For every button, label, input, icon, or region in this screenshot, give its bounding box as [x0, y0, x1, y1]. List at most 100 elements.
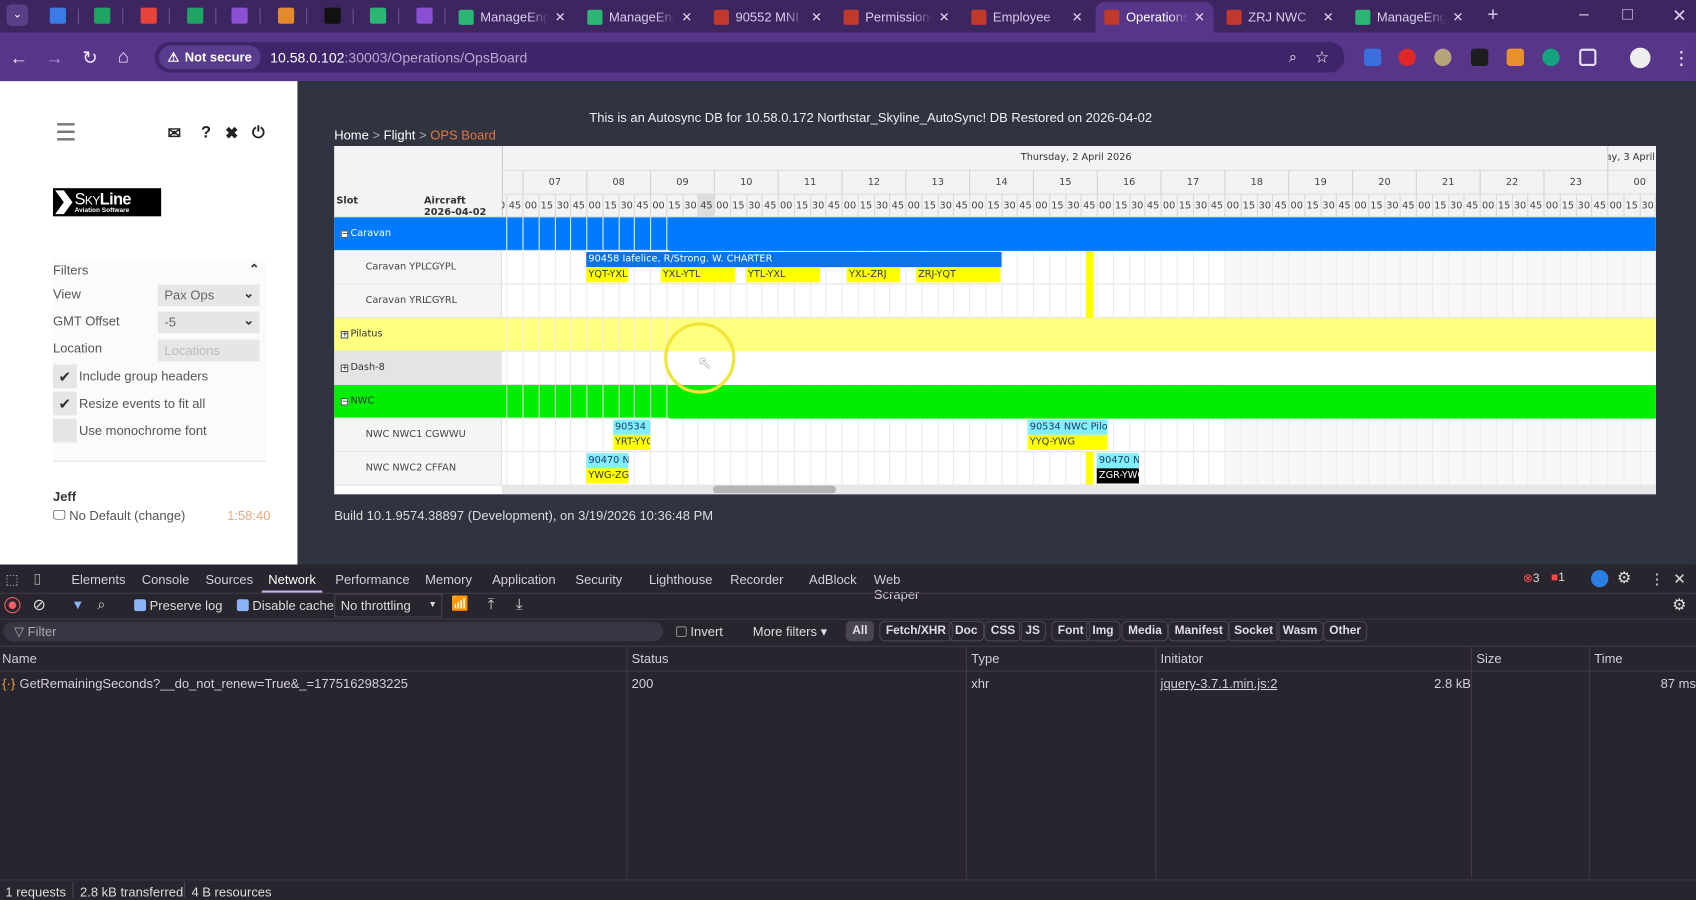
type-filter-chip[interactable]: Manifest	[1168, 620, 1230, 642]
devtools-extension-icon[interactable]	[1591, 570, 1609, 588]
station-change-link[interactable]: No Default (change)	[69, 508, 186, 524]
close-tab-icon[interactable]: ✕	[1071, 9, 1083, 25]
horizontal-scrollbar[interactable]	[501, 484, 1656, 495]
checkbox[interactable]	[52, 418, 77, 443]
flight-event[interactable]: 90458 Iafelice, R/Strong. W. CHARTER	[586, 252, 1002, 268]
close-tab-icon[interactable]: ✕	[938, 9, 950, 25]
flight-leg[interactable]: YRT-YYQ	[612, 434, 651, 450]
power-icon[interactable]: ⏻	[252, 123, 265, 142]
help-icon[interactable]: ?	[201, 123, 212, 142]
location-input[interactable]: Locations	[157, 339, 260, 362]
expand-icon[interactable]: +	[340, 329, 349, 338]
close-icon[interactable]: ✖	[224, 124, 239, 143]
column-header-initiator[interactable]: Initiator	[1160, 651, 1204, 667]
close-tab-icon[interactable]: ✕	[1452, 9, 1464, 25]
close-tab-icon[interactable]: ✕	[811, 9, 823, 25]
flight-leg[interactable]: YXL-ZRJ	[846, 267, 900, 283]
devtools-tab-elements[interactable]: Elements	[71, 572, 126, 588]
more-filters-dropdown[interactable]: More filters ▾	[752, 624, 828, 640]
type-filter-chip[interactable]: Other	[1322, 620, 1368, 642]
collapse-icon[interactable]: −	[340, 396, 349, 406]
type-filter-chip[interactable]: Socket	[1227, 620, 1280, 642]
grammarly-icon[interactable]	[1542, 48, 1560, 66]
app-icon[interactable]	[140, 7, 157, 24]
initiator-link[interactable]: jquery-3.7.1.min.js:2	[1160, 675, 1278, 692]
type-filter-chip[interactable]: JS	[1018, 620, 1047, 642]
flight-event[interactable]: 90470 NWC	[1096, 453, 1140, 469]
tab-search-button[interactable]: ⌄	[6, 4, 29, 26]
devtools-tab-adblock[interactable]: AdBlock	[809, 572, 857, 588]
hamburger-menu-icon[interactable]: ☰	[55, 118, 77, 147]
devtools-tab-performance[interactable]: Performance	[335, 572, 410, 588]
warning-count-badge[interactable]: ■1	[1551, 571, 1565, 585]
new-tab-button[interactable]: +	[1487, 3, 1499, 25]
devtools-tab-console[interactable]: Console	[141, 572, 190, 588]
flight-leg[interactable]: YWG-ZGR	[586, 468, 629, 484]
group-toggle[interactable]: + Pilatus	[340, 328, 383, 340]
devtools-tab-network[interactable]: Network	[268, 572, 316, 588]
flight-event[interactable]: 90534 NWC Pilot	[612, 419, 651, 435]
browser-tab[interactable]: Operations ✕	[1095, 2, 1214, 33]
flight-event[interactable]: 90470 NWC	[586, 453, 629, 469]
preserve-log-checkbox[interactable]: Preserve log	[134, 598, 223, 613]
collapse-filters-chevron-up-icon[interactable]: ⌃	[248, 261, 260, 277]
calendar-icon[interactable]	[277, 7, 295, 24]
close-window-button[interactable]: ✕	[1672, 7, 1687, 26]
type-filter-chip[interactable]: Doc	[948, 620, 985, 642]
inspect-element-icon[interactable]: ⬚	[5, 571, 19, 588]
terminal-extension-icon[interactable]	[1470, 48, 1489, 66]
flight-leg[interactable]: YQT-YXL	[586, 267, 629, 283]
view-select[interactable]: Pax Ops ⌄	[157, 284, 260, 307]
adblock-extension-icon[interactable]	[1398, 48, 1416, 66]
type-filter-chip[interactable]: Img	[1085, 620, 1121, 642]
browser-tab[interactable]: 90552 MNI ✕	[705, 2, 830, 32]
gmt-offset-select[interactable]: -5 ⌄	[157, 311, 260, 334]
forward-button[interactable]: →	[45, 47, 64, 69]
close-tab-icon[interactable]: ✕	[1322, 9, 1334, 25]
extensions-puzzle-icon[interactable]	[1579, 48, 1597, 66]
flight-event[interactable]: 90534 NWC Pilot	[1027, 419, 1108, 435]
type-filter-chip[interactable]: CSS	[984, 620, 1022, 642]
extension-icon[interactable]	[1434, 48, 1452, 66]
browser-tab[interactable]: Permissions ✕	[835, 2, 958, 32]
devtools-more-icon[interactable]: ⋮	[1649, 570, 1665, 588]
minimize-button[interactable]: –	[1579, 5, 1589, 24]
extension-icon[interactable]	[1363, 48, 1382, 66]
group-toggle[interactable]: − Caravan	[340, 228, 392, 240]
import-har-icon[interactable]: ⤒	[487, 594, 495, 613]
group-toggle[interactable]: + Dash-8	[340, 362, 385, 374]
devtools-tab-memory[interactable]: Memory	[425, 572, 472, 588]
devtools-tab-web-scraper[interactable]: Web Scraper	[873, 572, 920, 603]
devtools-tab-lighthouse[interactable]: Lighthouse	[648, 572, 713, 588]
flight-leg[interactable]: YTL-YXL	[745, 267, 821, 283]
maximize-button[interactable]: □	[1622, 5, 1633, 24]
checkbox[interactable]: ✔	[52, 391, 77, 416]
flight-leg[interactable]: YXL-YTL	[660, 267, 736, 283]
browser-tab[interactable]: ManageEngine✕	[450, 2, 574, 32]
export-har-icon[interactable]: ⤓	[515, 594, 523, 613]
sheets-icon[interactable]	[94, 7, 111, 24]
search-icon[interactable]: ⌕	[97, 595, 106, 613]
column-header-time[interactable]: Time	[1594, 651, 1623, 667]
error-count-badge[interactable]: ⊗3	[1522, 572, 1540, 586]
url-text[interactable]: 10.58.0.102:30003/Operations/OpsBoard	[270, 49, 528, 66]
clear-icon[interactable]: ⊘	[32, 595, 47, 615]
filter-funnel-icon[interactable]: ▼	[71, 597, 85, 613]
type-filter-chip[interactable]: Fetch/XHR	[879, 620, 953, 642]
column-header-size[interactable]: Size	[1476, 651, 1502, 667]
browser-menu-button[interactable]: ⋮	[1672, 47, 1691, 69]
type-filter-chip[interactable]: All	[845, 620, 875, 642]
browser-tab[interactable]: ZRJ NWC ✕	[1218, 2, 1342, 32]
devtools-settings-gear-icon[interactable]: ⚙	[1616, 568, 1632, 588]
group-toggle[interactable]: − NWC	[340, 395, 375, 407]
site-info-button[interactable]: ⚠ Not secure	[158, 45, 261, 70]
devtools-tab-security[interactable]: Security	[575, 572, 623, 588]
device-toolbar-icon[interactable]: ▯	[33, 570, 42, 587]
breadcrumb-flight[interactable]: Flight	[383, 127, 416, 143]
visual-studio-icon[interactable]	[416, 7, 433, 24]
home-button[interactable]: ⌂	[117, 46, 130, 68]
profile-avatar[interactable]	[1629, 47, 1651, 69]
bookmark-star-icon[interactable]: ☆	[1314, 48, 1330, 68]
flight-leg[interactable]: ZRJ-YQT	[915, 267, 1002, 283]
reload-button[interactable]: ↻	[82, 47, 98, 69]
